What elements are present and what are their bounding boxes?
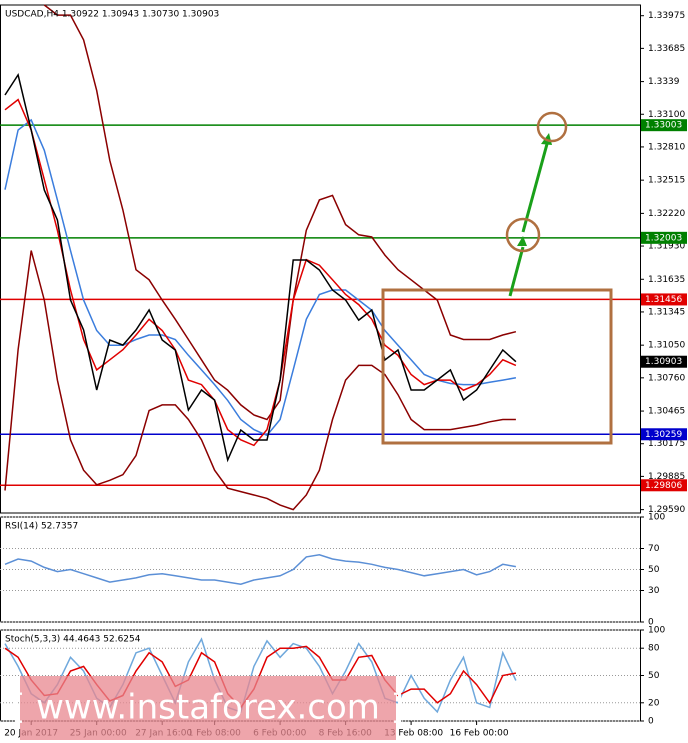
x-tick-label: 16 Feb 00:00 (450, 729, 509, 739)
y-tick-label: 80 (648, 644, 660, 654)
level-label: 1.33003 (645, 121, 682, 131)
panel-frame (0, 4, 641, 514)
y-tick-label: 0 (648, 618, 654, 628)
y-tick-label: 0 (648, 717, 654, 727)
level-label-box (641, 293, 687, 306)
level-label: 1.32003 (645, 233, 682, 243)
y-tick-label: 50 (648, 671, 660, 681)
target-circle (505, 217, 541, 253)
level-label-box (641, 428, 687, 441)
panel-title: USDCAD,H4 1.30922 1.30943 1.30730 1.3090… (5, 10, 219, 20)
series-line (4, 645, 517, 709)
y-tick-label: 1.33685 (648, 44, 685, 54)
level-label-box (641, 231, 687, 244)
plot-layer: 1.33975 1.33685 1.3339 1.33100 1.32810 1.3251… (0, 4, 687, 739)
y-tick-label: 1.32220 (648, 209, 685, 219)
y-tick-label: 1.31635 (648, 275, 685, 285)
y-tick-label: 1.3339 (648, 77, 680, 87)
y-tick-label: 100 (648, 626, 665, 636)
y-tick-label: 1.31050 (648, 341, 685, 351)
y-tick-label: 1.33975 (648, 11, 685, 21)
series-line (4, 118, 517, 437)
level-label: 1.30259 (645, 430, 682, 440)
y-tick-label: 70 (648, 544, 660, 554)
series-line (4, 98, 517, 447)
last-price-label: 1.30903 (645, 357, 682, 367)
arrow (508, 246, 525, 297)
range-box (381, 288, 613, 445)
y-tick-label: 100 (648, 513, 665, 523)
series-line (43, 4, 517, 421)
series-line (4, 73, 517, 463)
y-tick-label: 1.30760 (648, 373, 685, 383)
panel-title: RSI(14) 52.7357 (5, 522, 78, 532)
y-tick-label: 1.33100 (648, 110, 685, 120)
series-line (4, 554, 517, 585)
y-tick-label: 50 (648, 565, 660, 575)
y-tick-label: 20 (648, 698, 660, 708)
panel-title: Stoch(5,3,3) 44.4643 52.6254 (5, 635, 141, 645)
y-tick-label: 1.29590 (648, 505, 685, 515)
level-label-box (641, 479, 687, 492)
y-tick-label: 1.30465 (648, 407, 685, 417)
y-tick-label: 1.32810 (648, 142, 685, 152)
y-tick-label: 1.32515 (648, 176, 685, 186)
last-price-box (641, 355, 687, 368)
target-circle (536, 111, 568, 143)
y-tick-label: 1.30175 (648, 439, 685, 449)
y-tick-label: 30 (648, 586, 660, 596)
watermark: [ www.instaforex.com ] (12, 688, 404, 728)
y-tick-label: 1.31345 (648, 307, 685, 317)
arrow (521, 143, 549, 233)
x-tick-label: 13 Feb 08:00 (384, 729, 443, 739)
y-tick-label: 1.29885 (648, 472, 685, 482)
arrow-head (517, 236, 527, 246)
level-label: 1.31456 (645, 295, 682, 305)
level-label-box (641, 119, 687, 132)
watermark-box (20, 676, 396, 740)
level-label: 1.29806 (645, 481, 682, 491)
series-line (4, 250, 516, 511)
y-tick-label: 1.31930 (648, 242, 685, 252)
